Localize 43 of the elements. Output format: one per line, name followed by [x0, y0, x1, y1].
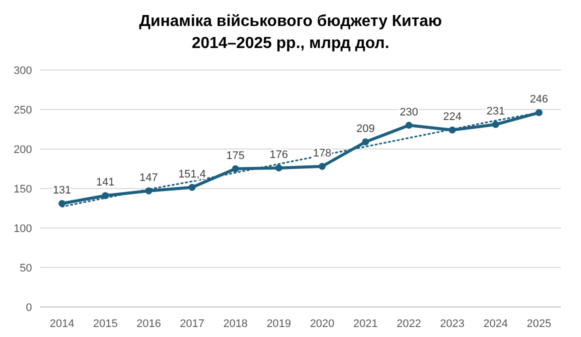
y-tick-label: 150 — [14, 184, 32, 196]
x-tick-label: 2014 — [50, 318, 74, 330]
point — [448, 126, 456, 134]
data-label: 151,4 — [178, 168, 206, 180]
y-tick-label: 50 — [20, 262, 32, 274]
point — [102, 192, 109, 200]
x-tick-label: 2020 — [310, 318, 334, 330]
x-tick-label: 2024 — [483, 318, 508, 330]
y-tick-label: 200 — [14, 144, 32, 156]
x-tick-label: 2017 — [180, 318, 204, 330]
data-label: 230 — [400, 106, 418, 118]
point — [275, 164, 282, 172]
point — [145, 187, 152, 194]
x-tick-label: 2022 — [396, 318, 422, 330]
data-label: 224 — [443, 111, 462, 124]
point — [405, 122, 412, 129]
data-label: 141 — [96, 176, 115, 189]
x-tick-label: 2023 — [440, 318, 465, 330]
data-label: 209 — [356, 122, 375, 135]
x-tick-label: 2021 — [353, 318, 378, 330]
data-label: 246 — [530, 94, 548, 106]
x-tick-label: 2016 — [136, 318, 161, 330]
data-label: 175 — [226, 150, 245, 162]
chart-title: Динаміка військового бюджету Китаю 2014–2025 рр., млрд дол. — [139, 13, 442, 52]
point — [536, 109, 542, 116]
x-tick-label: 2015 — [93, 318, 118, 330]
point — [318, 162, 326, 170]
point — [362, 138, 370, 146]
y-tick-label: 300 — [14, 65, 32, 77]
point — [492, 121, 500, 128]
data-label: 147 — [140, 172, 158, 184]
x-tick-label: 2025 — [526, 318, 552, 330]
x-tick-label: 2018 — [223, 318, 248, 330]
y-tick-label: 100 — [14, 223, 32, 235]
point — [58, 200, 66, 208]
data-label: 131 — [52, 184, 72, 197]
x-tick-label: 2019 — [266, 318, 292, 330]
y-tick-label: 250 — [14, 104, 32, 116]
y-tick-label: 0 — [26, 302, 32, 314]
point — [188, 184, 196, 191]
data-label: 231 — [486, 106, 505, 118]
point — [232, 165, 239, 172]
data-label: 176 — [270, 148, 288, 161]
